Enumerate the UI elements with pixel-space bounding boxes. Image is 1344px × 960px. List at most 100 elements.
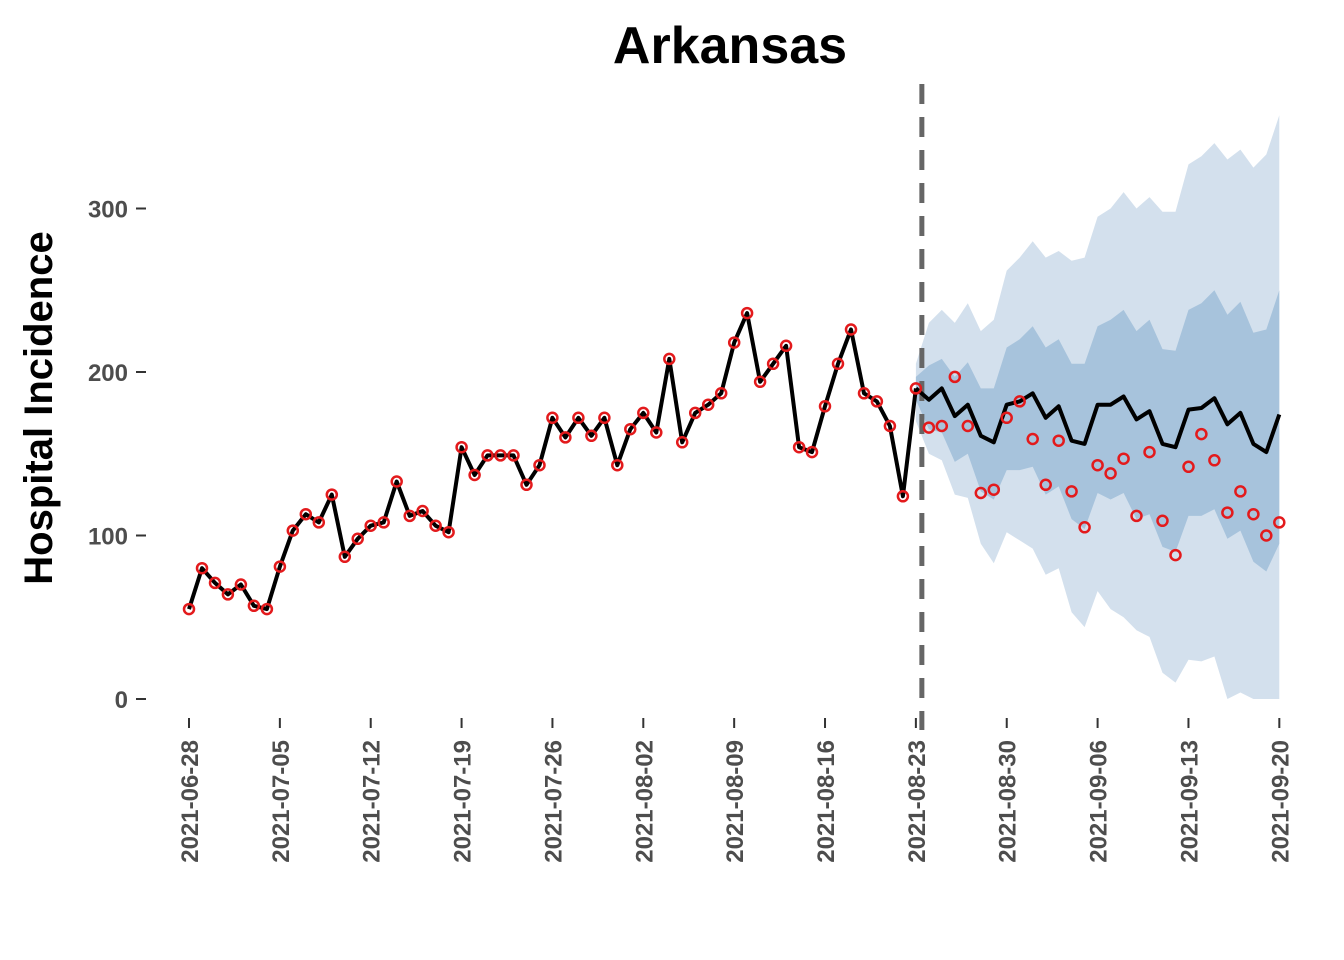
forecast-median-line — [914, 386, 1282, 455]
observed-point — [831, 357, 845, 371]
observed-point — [338, 550, 352, 564]
observed-point — [351, 532, 364, 546]
observed-point — [572, 411, 585, 425]
observed-point — [325, 488, 339, 501]
observed-point — [663, 352, 676, 366]
x-tick-label: 2021-09-13 — [1177, 740, 1204, 863]
observed-point — [377, 516, 390, 529]
y-tick-label: 300 — [88, 197, 128, 224]
observed-point — [416, 504, 429, 518]
observed-point — [818, 400, 832, 413]
observed-point — [766, 357, 780, 371]
observed-point — [1260, 529, 1273, 542]
observed-point — [650, 426, 663, 439]
y-tick-label: 200 — [88, 360, 128, 387]
y-tick-label: 100 — [88, 524, 128, 551]
observed-point — [1208, 454, 1221, 467]
observed-point — [987, 483, 1001, 496]
inner-interval-band — [915, 290, 1280, 572]
observed-point — [740, 306, 754, 320]
observed-point — [403, 509, 416, 523]
observed-point — [260, 602, 274, 616]
observed-point — [1156, 514, 1169, 528]
x-tick-label: 2021-07-26 — [540, 740, 567, 863]
observed-point — [611, 458, 624, 472]
y-tick-label: 0 — [115, 687, 128, 714]
x-tick-label: 2021-08-09 — [722, 740, 749, 863]
observed-point — [896, 490, 910, 503]
x-tick-label: 2021-06-28 — [177, 740, 204, 863]
observed-point — [559, 431, 572, 444]
observed-point — [533, 458, 546, 472]
observed-point — [961, 419, 975, 433]
observed-point — [481, 449, 494, 462]
observed-point — [948, 370, 962, 384]
observed-point — [468, 468, 481, 482]
x-tick-label: 2021-09-20 — [1267, 740, 1294, 863]
observed-point — [922, 421, 936, 434]
y-axis: 0 100 200 300 — [88, 197, 146, 714]
observed-point — [637, 406, 650, 420]
observed-point — [299, 507, 313, 521]
observed-point — [546, 411, 559, 425]
observed-point — [1234, 485, 1247, 498]
observed-point — [909, 382, 923, 395]
observed-point — [1195, 427, 1208, 441]
observed-point — [208, 576, 222, 590]
observed-point — [974, 486, 988, 500]
observed-point — [701, 398, 715, 411]
x-tick-label: 2021-07-12 — [359, 740, 386, 863]
observed-point — [1273, 516, 1286, 529]
observed-point — [312, 516, 326, 529]
x-tick-label: 2021-08-30 — [995, 740, 1022, 863]
observed-point — [1104, 467, 1117, 480]
observed-point — [1052, 434, 1065, 447]
observed-point — [286, 524, 300, 537]
observed-point — [1247, 507, 1260, 521]
observed-point — [1169, 548, 1182, 562]
observed-point — [805, 445, 819, 459]
x-tick-label: 2021-08-02 — [631, 740, 658, 863]
observed-point — [1130, 509, 1143, 523]
y-axis-label: Hospital Incidence — [17, 231, 61, 584]
observed-point — [1065, 485, 1078, 498]
x-tick-label: 2021-08-16 — [813, 740, 840, 863]
observed-point — [182, 602, 196, 616]
observed-point — [247, 599, 261, 613]
x-axis: 2021-06-28 2021-07-05 2021-07-12 2021-07-19… — [177, 718, 1294, 863]
observed-point — [714, 387, 728, 400]
x-tick-label: 2021-07-19 — [450, 740, 477, 863]
observed-point — [1078, 521, 1091, 534]
observed-point — [624, 422, 637, 436]
x-tick-label: 2021-09-06 — [1086, 740, 1113, 863]
observed-point — [520, 478, 533, 492]
observed-point — [1000, 411, 1013, 425]
observed-point — [1182, 460, 1195, 474]
observed-point — [1013, 395, 1026, 408]
observed-point — [234, 578, 248, 591]
observed-points — [182, 306, 1286, 616]
observed-point — [792, 440, 806, 454]
observed-point — [844, 323, 858, 336]
observed-point — [364, 519, 377, 532]
observed-point — [857, 387, 871, 400]
observed-point — [883, 419, 897, 433]
observed-point — [753, 375, 767, 389]
observed-point — [273, 560, 287, 573]
observed-point — [429, 519, 442, 532]
observed-point — [870, 395, 884, 408]
observed-point — [1091, 458, 1104, 472]
observed-point — [779, 339, 793, 353]
observed-point — [1143, 445, 1156, 459]
x-tick-label: 2021-07-05 — [268, 740, 295, 863]
observed-point — [1117, 452, 1130, 465]
observed-point — [598, 411, 611, 425]
observed-point — [390, 475, 403, 488]
observed-point — [455, 440, 468, 454]
observed-point — [935, 419, 949, 433]
x-tick-label: 2021-08-23 — [904, 740, 931, 863]
observed-point — [195, 561, 209, 575]
observed-point — [507, 449, 520, 462]
observed-point — [585, 429, 598, 443]
